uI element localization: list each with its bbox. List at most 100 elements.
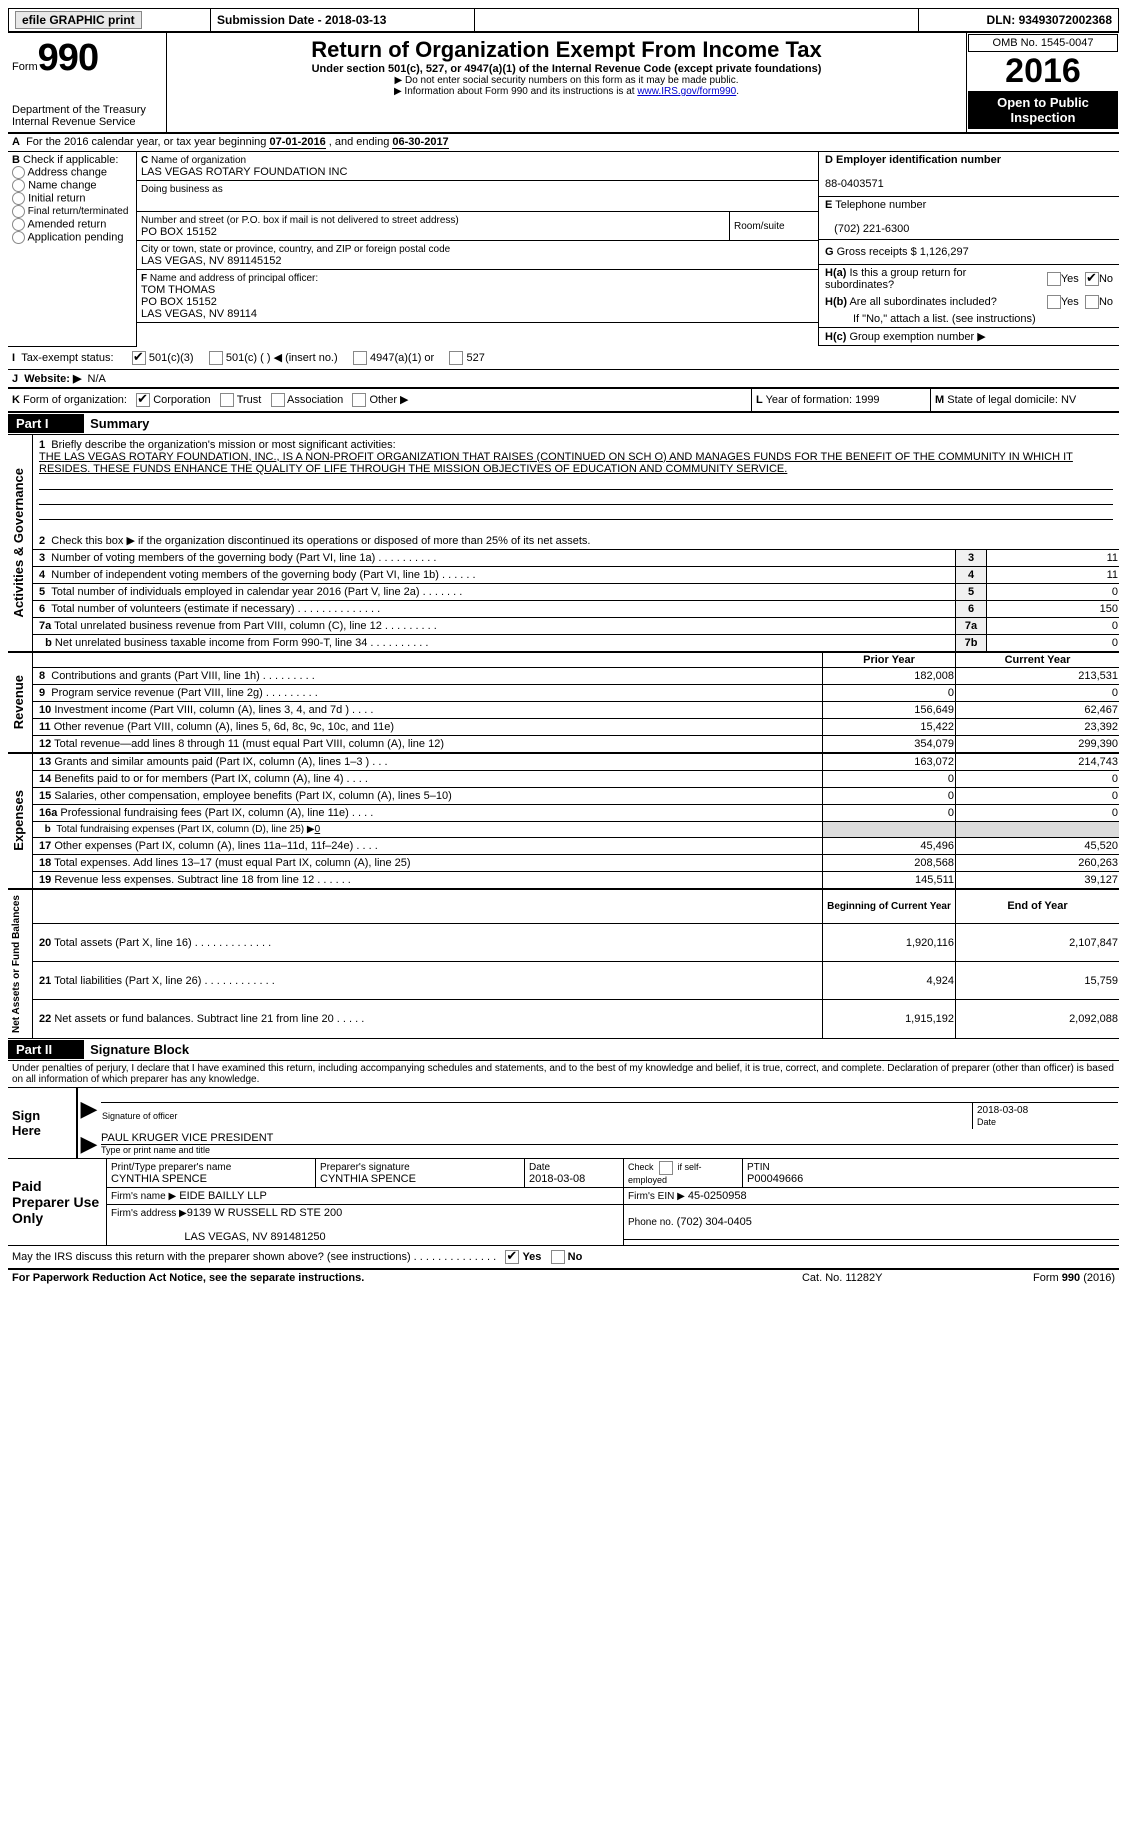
officer-name: TOM THOMAS	[141, 284, 215, 296]
side-expenses: Expenses	[9, 786, 28, 855]
side-revenue: Revenue	[9, 671, 28, 733]
addr-change-radio[interactable]	[12, 166, 25, 179]
discuss-no-check[interactable]	[551, 1250, 565, 1264]
website-label: Website: ▶	[24, 373, 81, 385]
line7a: Total unrelated business revenue from Pa…	[54, 620, 437, 632]
year-formation: 1999	[855, 394, 879, 406]
paid-preparer-label: Paid Preparer Use Only	[8, 1159, 107, 1245]
line7b-val: 0	[987, 634, 1120, 652]
form-word: Form	[12, 61, 38, 73]
hb-no-check[interactable]	[1085, 295, 1099, 309]
form-header: Form990 Department of the Treasury Inter…	[8, 33, 1119, 134]
open-to-public: Open to Public Inspection	[968, 91, 1118, 129]
discuss-yes-check[interactable]	[505, 1250, 519, 1264]
current-year-hdr: Current Year	[956, 652, 1120, 668]
other-check[interactable]	[352, 393, 366, 407]
officer-label: Name and address of principal officer:	[150, 273, 318, 284]
line4-val: 11	[987, 566, 1120, 583]
officer-print-name: PAUL KRUGER VICE PRESIDENT	[101, 1132, 1118, 1145]
line7b: Net unrelated business taxable income fr…	[55, 637, 429, 649]
irs-link[interactable]: www.IRS.gov/form990	[637, 86, 736, 97]
line12: Total revenue—add lines 8 through 11 (mu…	[54, 738, 444, 750]
hb-yes-check[interactable]	[1047, 295, 1061, 309]
line14: Benefits paid to or for members (Part IX…	[54, 773, 368, 785]
line6-val: 150	[987, 600, 1120, 617]
4947-check[interactable]	[353, 351, 367, 365]
form-note-2: ▶ Information about Form 990 and its ins…	[177, 86, 956, 97]
line11: Other revenue (Part VIII, column (A), li…	[54, 721, 394, 733]
line2: Check this box ▶ if the organization dis…	[51, 535, 590, 547]
firm-phone: (702) 304-0405	[677, 1216, 752, 1228]
line8: Contributions and grants (Part VIII, lin…	[51, 670, 315, 682]
prior-year-hdr: Prior Year	[823, 652, 956, 668]
side-activities: Activities & Governance	[9, 464, 28, 622]
line13: Grants and similar amounts paid (Part IX…	[54, 756, 387, 768]
sign-here-block: Sign Here ▶ Signature of officer 2018-03…	[8, 1088, 1119, 1159]
entity-block: B Check if applicable: Address change Na…	[8, 152, 1119, 347]
line1-label: Briefly describe the organization's miss…	[51, 439, 395, 451]
ein-value: 88-0403571	[825, 178, 884, 190]
form-title: Return of Organization Exempt From Incom…	[177, 37, 956, 63]
line5-val: 0	[987, 583, 1120, 600]
dln-value: 93493072002368	[1019, 13, 1112, 27]
app-pending-radio[interactable]	[12, 231, 25, 244]
line9: Program service revenue (Part VIII, line…	[51, 687, 318, 699]
final-return-radio[interactable]	[12, 205, 25, 218]
top-bar: efile GRAPHIC print Submission Date - 20…	[8, 8, 1119, 33]
form-org-label: Form of organization:	[23, 394, 127, 406]
org-name-label: Name of organization	[151, 155, 246, 166]
form-number: 990	[38, 37, 98, 79]
room-label: Room/suite	[734, 221, 785, 232]
line3-val: 11	[987, 549, 1120, 566]
501c3-check[interactable]	[132, 351, 146, 365]
submission-label: Submission Date - 2018-03-13	[217, 13, 386, 27]
name-change-radio[interactable]	[12, 179, 25, 192]
ha-no-check[interactable]	[1085, 272, 1099, 286]
street-addr: PO BOX 15152	[141, 226, 217, 238]
line3: Number of voting members of the governin…	[51, 552, 436, 564]
hb-label: Are all subordinates included?	[849, 296, 996, 308]
discuss-question: May the IRS discuss this return with the…	[12, 1251, 496, 1263]
efile-print-button[interactable]: efile GRAPHIC print	[15, 11, 142, 29]
firm-addr1: 9139 W RUSSELL RD STE 200	[187, 1207, 343, 1219]
firm-name: EIDE BAILLY LLP	[179, 1190, 267, 1202]
ha-yes-check[interactable]	[1047, 272, 1061, 286]
self-employed-check[interactable]	[659, 1161, 673, 1175]
dba-label: Doing business as	[141, 184, 223, 195]
trust-check[interactable]	[220, 393, 234, 407]
paid-preparer-block: Paid Preparer Use Only Print/Type prepar…	[8, 1159, 1119, 1245]
line-a: A For the 2016 calendar year, or tax yea…	[8, 134, 1119, 152]
domicile: NV	[1061, 394, 1076, 406]
amended-return-radio[interactable]	[12, 218, 25, 231]
check-if-label: Check if applicable:	[23, 154, 118, 166]
phone-value: (702) 221-6300	[834, 223, 909, 235]
perjury-decl: Under penalties of perjury, I declare th…	[8, 1060, 1119, 1088]
corp-check[interactable]	[136, 393, 150, 407]
line7a-val: 0	[987, 617, 1120, 634]
firm-ein: 45-0250958	[688, 1190, 747, 1202]
sig-date-label: Date	[977, 1117, 996, 1127]
line21: Total liabilities (Part X, line 26) . . …	[54, 975, 275, 987]
city-state-zip: LAS VEGAS, NV 891145152	[141, 255, 281, 267]
527-check[interactable]	[449, 351, 463, 365]
tax-year: 2016	[968, 52, 1118, 91]
part2-title: Signature Block	[90, 1042, 189, 1057]
assoc-check[interactable]	[271, 393, 285, 407]
form-footer: 990	[1062, 1272, 1080, 1284]
website-value: N/A	[88, 373, 106, 385]
eoy-hdr: End of Year	[956, 889, 1120, 924]
type-name-label: Type or print name and title	[101, 1145, 1118, 1155]
sign-here-label: Sign Here	[8, 1088, 77, 1159]
cat-no: Cat. No. 11282Y	[751, 1269, 934, 1286]
preparer-date: 2018-03-08	[529, 1173, 585, 1185]
initial-return-radio[interactable]	[12, 192, 25, 205]
501c-check[interactable]	[209, 351, 223, 365]
officer-addr2: LAS VEGAS, NV 89114	[141, 308, 257, 320]
line4: Number of independent voting members of …	[51, 569, 475, 581]
gross-value: 1,126,297	[920, 246, 969, 258]
part2-bar: Part II	[8, 1040, 84, 1059]
dln-label: DLN:	[987, 13, 1016, 27]
hb-note: If "No," attach a list. (see instruction…	[853, 313, 1036, 325]
org-name: LAS VEGAS ROTARY FOUNDATION INC	[141, 166, 347, 178]
line10: Investment income (Part VIII, column (A)…	[54, 704, 373, 716]
